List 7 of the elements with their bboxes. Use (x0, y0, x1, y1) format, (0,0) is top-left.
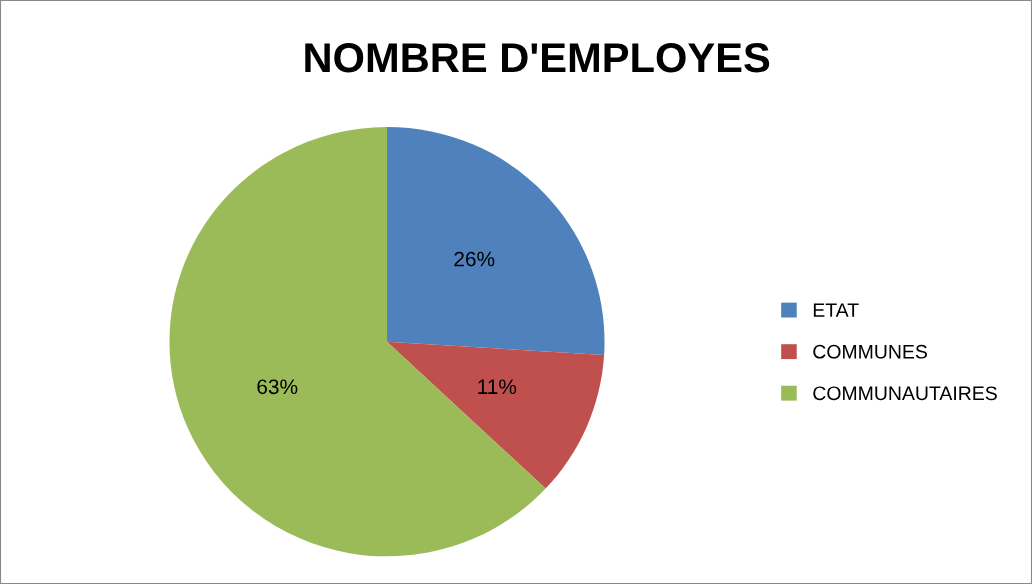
legend-label: ETAT (813, 303, 859, 317)
data-label: 26% (454, 251, 495, 267)
data-label: 11% (478, 379, 517, 395)
chart-title: NOMBRE D'EMPLOYES (305, 43, 770, 73)
data-label: 63% (257, 379, 298, 395)
legend-label: COMMUNAUTAIRES (813, 386, 997, 401)
legend-label: COMMUNES (813, 344, 927, 359)
